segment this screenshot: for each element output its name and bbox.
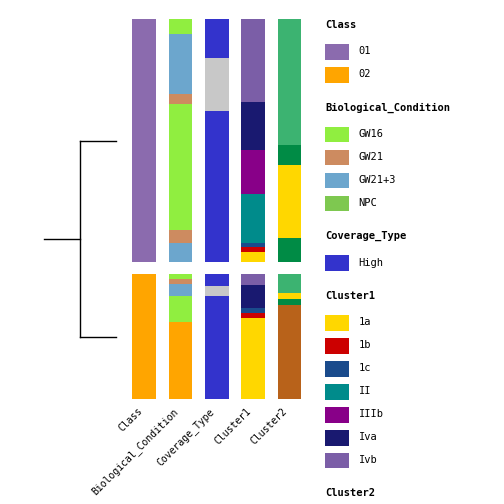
Bar bbox=[205, 262, 228, 274]
Bar bbox=[169, 242, 192, 262]
Bar bbox=[169, 279, 192, 284]
Bar bbox=[325, 384, 349, 400]
Bar bbox=[133, 262, 156, 274]
Bar bbox=[169, 19, 192, 34]
Bar bbox=[241, 242, 265, 247]
Text: 01: 01 bbox=[358, 46, 371, 56]
Bar bbox=[133, 19, 156, 262]
Text: IIIb: IIIb bbox=[358, 409, 384, 419]
Text: Coverage_Type: Coverage_Type bbox=[325, 231, 406, 241]
Bar bbox=[325, 407, 349, 422]
Bar bbox=[205, 286, 228, 296]
Bar bbox=[278, 262, 301, 274]
Bar bbox=[169, 322, 192, 399]
Bar bbox=[205, 58, 228, 111]
Bar bbox=[325, 430, 349, 446]
Bar bbox=[278, 274, 301, 293]
Bar bbox=[241, 253, 265, 262]
Bar bbox=[169, 274, 192, 279]
Bar bbox=[241, 274, 265, 285]
Text: Class: Class bbox=[325, 20, 356, 30]
Text: II: II bbox=[358, 386, 371, 396]
Bar bbox=[169, 34, 192, 94]
Bar bbox=[325, 150, 349, 165]
Text: NPC: NPC bbox=[358, 198, 377, 208]
Bar bbox=[133, 274, 156, 399]
Text: GW21: GW21 bbox=[358, 152, 384, 162]
Bar bbox=[241, 318, 265, 399]
Text: High: High bbox=[358, 258, 384, 268]
Bar bbox=[241, 262, 265, 274]
Bar bbox=[169, 262, 192, 274]
Bar bbox=[325, 196, 349, 211]
Bar bbox=[241, 285, 265, 308]
Bar bbox=[169, 296, 192, 322]
Bar bbox=[278, 299, 301, 305]
Bar bbox=[278, 238, 301, 262]
Bar bbox=[205, 274, 228, 286]
Bar bbox=[325, 44, 349, 60]
Bar bbox=[325, 361, 349, 376]
Bar bbox=[205, 19, 228, 58]
Bar bbox=[169, 230, 192, 242]
Text: GW21+3: GW21+3 bbox=[358, 175, 396, 185]
Bar bbox=[205, 111, 228, 262]
Bar bbox=[205, 296, 228, 399]
Bar bbox=[325, 173, 349, 188]
Text: Ivb: Ivb bbox=[358, 455, 377, 465]
Text: GW16: GW16 bbox=[358, 129, 384, 139]
Bar bbox=[241, 102, 265, 150]
Text: Cluster1: Cluster1 bbox=[325, 290, 375, 300]
Bar bbox=[241, 19, 265, 102]
Text: Biological_Condition: Biological_Condition bbox=[325, 102, 450, 112]
Bar bbox=[241, 312, 265, 318]
Bar bbox=[241, 308, 265, 312]
Text: Cluster2: Cluster2 bbox=[325, 488, 375, 498]
Text: 1c: 1c bbox=[358, 363, 371, 373]
Bar bbox=[278, 146, 301, 165]
Bar bbox=[241, 194, 265, 242]
Bar bbox=[169, 94, 192, 104]
Bar bbox=[278, 165, 301, 238]
Bar bbox=[325, 338, 349, 354]
Bar bbox=[325, 315, 349, 331]
Text: 1b: 1b bbox=[358, 340, 371, 350]
Bar bbox=[278, 305, 301, 399]
Bar bbox=[325, 256, 349, 271]
Bar bbox=[241, 247, 265, 253]
Text: Iva: Iva bbox=[358, 432, 377, 442]
Bar bbox=[169, 284, 192, 296]
Bar bbox=[241, 150, 265, 194]
Bar bbox=[278, 19, 301, 146]
Text: 1a: 1a bbox=[358, 318, 371, 327]
Bar bbox=[325, 453, 349, 469]
Bar bbox=[169, 104, 192, 230]
Bar bbox=[325, 127, 349, 143]
Text: 02: 02 bbox=[358, 70, 371, 80]
Bar bbox=[278, 293, 301, 299]
Bar bbox=[325, 67, 349, 83]
